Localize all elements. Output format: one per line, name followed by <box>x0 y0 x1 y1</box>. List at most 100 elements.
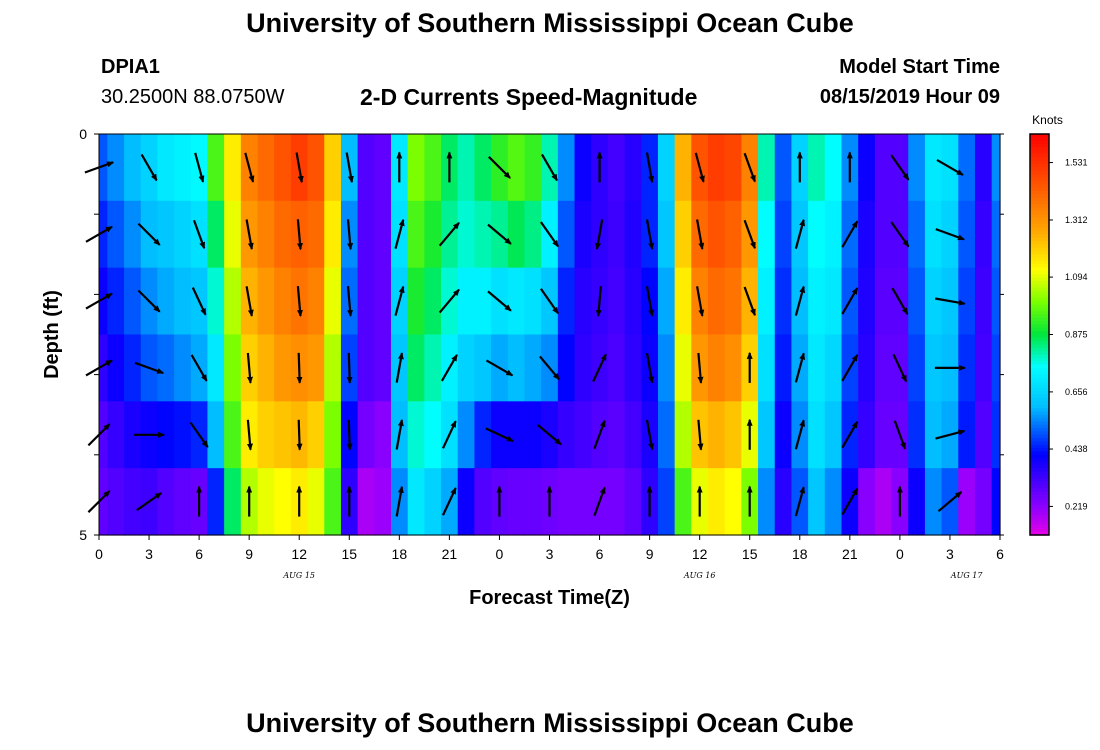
heatmap-cell <box>507 134 526 202</box>
heatmap-cell <box>357 334 375 402</box>
colorbar-segment <box>1030 531 1049 536</box>
heatmap-cell <box>507 267 526 336</box>
heatmap-cell <box>474 200 492 269</box>
x-tick-label: 6 <box>195 546 203 562</box>
model-start-time: 08/15/2019 Hour 09 <box>819 86 1000 108</box>
colorbar-segment <box>1030 401 1049 406</box>
colorbar-segment <box>1030 301 1049 306</box>
chart-subtitle: 2-D Currents Speed-Magnitude <box>360 84 698 110</box>
colorbar-segment <box>1030 391 1049 396</box>
heatmap-cell <box>157 401 175 469</box>
heatmap-cell <box>407 134 425 202</box>
colorbar-segment <box>1030 431 1049 436</box>
heatmap-cell <box>99 134 108 202</box>
heatmap-cell <box>107 267 125 336</box>
heatmap-cell <box>991 134 1001 202</box>
heatmap-cell <box>724 401 742 469</box>
heatmap-cell <box>607 200 626 269</box>
colorbar-segment <box>1030 377 1049 382</box>
heatmap-cell <box>858 468 876 536</box>
colorbar-segment <box>1030 164 1049 169</box>
heatmap-cell <box>574 134 592 202</box>
heatmap-cell <box>224 468 242 536</box>
colorbar-segment <box>1030 468 1049 473</box>
heatmap-cell <box>624 134 642 202</box>
heatmap-cell <box>858 267 876 336</box>
current-vector-arrow <box>190 354 208 382</box>
heatmap-cell <box>474 267 492 336</box>
colorbar-segment <box>1030 220 1049 225</box>
colorbar-segment <box>1030 484 1049 489</box>
heatmap-cell <box>874 468 893 536</box>
heatmap-cell <box>324 468 342 536</box>
current-vector-arrow <box>595 219 604 250</box>
heatmap-cell <box>174 334 192 402</box>
heatmap-cell <box>357 134 375 202</box>
x-tick-label: 9 <box>646 546 654 562</box>
heatmap-cell <box>107 200 125 269</box>
heatmap-cell <box>657 267 676 336</box>
current-vector-arrow <box>346 419 353 451</box>
heatmap-cell <box>307 200 325 269</box>
heatmap-cell <box>307 134 325 202</box>
heatmap-cell <box>124 401 142 469</box>
heatmap-cell <box>107 334 125 402</box>
colorbar-segment <box>1030 438 1049 443</box>
heatmap-cell <box>107 468 125 536</box>
heatmap-cell <box>908 334 926 402</box>
heatmap-cell <box>557 267 576 336</box>
current-vector-arrow <box>937 491 963 513</box>
heatmap-cell <box>107 134 125 202</box>
heatmap-cell <box>157 468 175 536</box>
heatmap-cell <box>908 134 926 202</box>
heatmap-cell <box>124 334 142 402</box>
colorbar-segment <box>1030 311 1049 316</box>
heatmap-cell <box>774 401 793 469</box>
heatmap-cell <box>958 468 976 536</box>
y-axis-title: Depth (ft) <box>41 290 63 379</box>
heatmap-cell <box>457 134 476 202</box>
current-vector-arrow <box>539 355 560 381</box>
colorbar-segment <box>1030 351 1049 356</box>
current-vector-arrow <box>485 427 514 443</box>
heatmap-cell <box>974 468 993 536</box>
heatmap-cell <box>758 334 776 402</box>
heatmap-cell <box>274 134 292 202</box>
heatmap-cell <box>624 334 642 402</box>
heatmap-cell <box>708 334 726 402</box>
colorbar-segment <box>1030 317 1049 322</box>
heatmap-cell <box>808 267 826 336</box>
heatmap-cell <box>708 468 726 536</box>
colorbar-segment <box>1030 260 1049 265</box>
heatmap-cell <box>724 267 742 336</box>
heatmap-cell <box>257 334 275 402</box>
x-tick-label: 6 <box>596 546 604 562</box>
heatmap-cell <box>157 200 175 269</box>
heatmap-cell <box>207 401 225 469</box>
colorbar-segment <box>1030 331 1049 336</box>
heatmap-cell <box>708 200 726 269</box>
heatmap-cell <box>574 468 592 536</box>
colorbar-segment <box>1030 264 1049 269</box>
colorbar-segment <box>1030 488 1049 493</box>
model-start-label: Model Start Time <box>839 56 1000 78</box>
heatmap-cell <box>557 468 576 536</box>
colorbar-segment <box>1030 324 1049 329</box>
colorbar-segment <box>1030 281 1049 285</box>
current-vector-arrow <box>345 152 354 184</box>
current-vector-arrow <box>394 218 405 249</box>
x-tick-label: 0 <box>896 546 904 562</box>
heatmap-cell <box>524 134 542 202</box>
heatmap-cell <box>908 401 926 469</box>
heatmap-cells <box>99 134 1001 536</box>
current-vector-arrow <box>696 286 705 317</box>
colorbar-segment <box>1030 474 1049 479</box>
colorbar-segment <box>1030 504 1049 509</box>
x-axis: 0 3 6 9 12 15 18 21 0 3 6 9 12 15 18 21 0 3 6 AUG 15 AUG 16 A… <box>95 535 1004 580</box>
colorbar-segment <box>1030 414 1049 419</box>
current-vector-arrow <box>539 288 560 315</box>
colorbar-unit: Knots <box>1032 113 1063 127</box>
heatmap-cell <box>357 468 375 536</box>
chart-title-top: University of Southern Mississippi Ocean… <box>246 8 854 38</box>
